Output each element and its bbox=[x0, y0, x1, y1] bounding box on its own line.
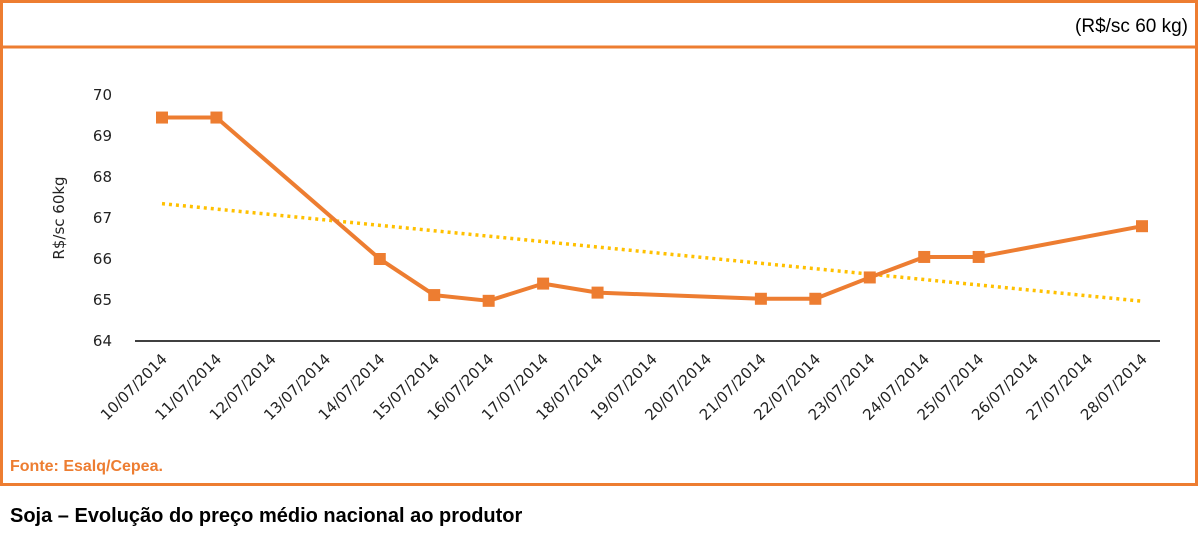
unit-note: (R$/sc 60 kg) bbox=[1075, 16, 1188, 37]
caption-title: Soja – Evolução do preço médio nacional … bbox=[10, 505, 523, 527]
marker bbox=[918, 250, 931, 263]
marker bbox=[1136, 220, 1148, 233]
line-segment bbox=[814, 275, 871, 301]
marker bbox=[754, 292, 767, 305]
marker bbox=[863, 271, 876, 284]
marker bbox=[428, 289, 441, 302]
marker bbox=[210, 111, 223, 124]
y-tick-label: 64 bbox=[93, 332, 112, 350]
line-segment bbox=[978, 224, 1143, 259]
line-segment bbox=[488, 281, 544, 303]
y-tick-label: 67 bbox=[93, 209, 112, 227]
line-segment bbox=[378, 257, 436, 297]
marker bbox=[809, 292, 822, 305]
y-tick-label: 65 bbox=[93, 291, 112, 309]
y-axis-label: R$/sc 60kg bbox=[50, 176, 68, 259]
y-tick-label: 68 bbox=[93, 168, 112, 186]
frame bbox=[0, 0, 1198, 486]
marker bbox=[156, 111, 168, 124]
source: Fonte: Esalq/Cepea. bbox=[10, 458, 163, 475]
line-segment bbox=[434, 293, 489, 303]
line-segment bbox=[542, 281, 598, 295]
marker bbox=[972, 250, 985, 263]
y-tick-label: 66 bbox=[93, 250, 112, 268]
marker bbox=[591, 286, 604, 299]
y-tick-label: 70 bbox=[93, 86, 112, 104]
y-tick-label: 69 bbox=[93, 127, 112, 145]
marker bbox=[373, 253, 386, 265]
trendline bbox=[161, 201, 1143, 303]
line-segment bbox=[869, 255, 925, 280]
line-segment bbox=[215, 116, 382, 261]
marker bbox=[537, 277, 550, 290]
line-segment bbox=[597, 290, 761, 301]
marker bbox=[482, 294, 495, 307]
